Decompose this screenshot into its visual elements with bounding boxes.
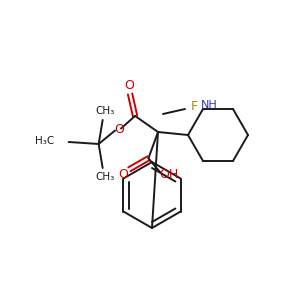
Text: CH₃: CH₃: [95, 172, 114, 182]
Text: F: F: [190, 100, 198, 113]
Text: H₃C: H₃C: [35, 136, 55, 146]
Text: O: O: [114, 123, 124, 136]
Text: O: O: [118, 168, 128, 181]
Text: CH₃: CH₃: [95, 106, 114, 116]
Text: O: O: [124, 80, 134, 92]
Text: OH: OH: [160, 168, 179, 181]
Text: NH: NH: [201, 100, 218, 110]
